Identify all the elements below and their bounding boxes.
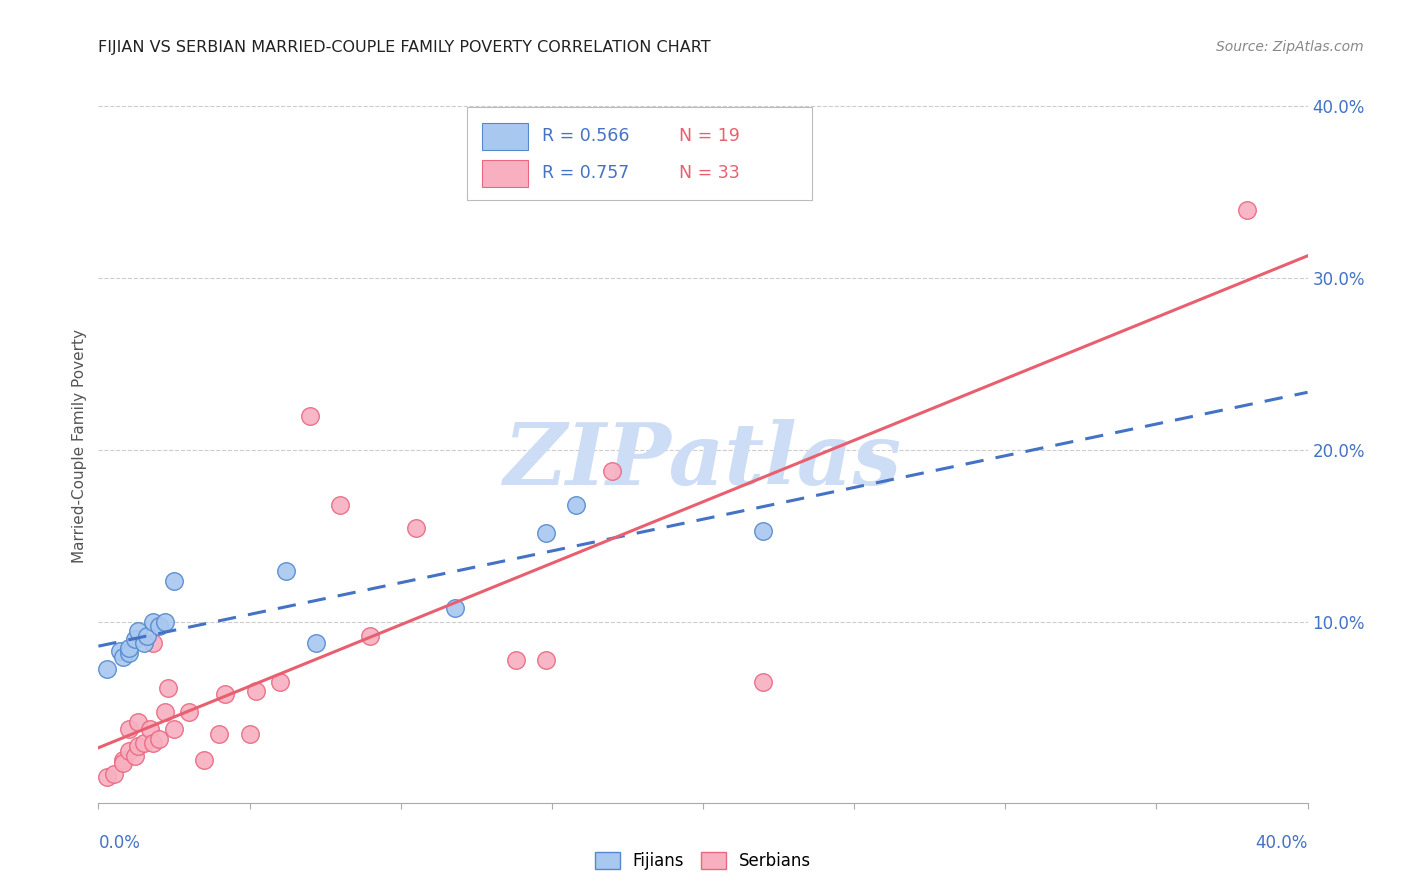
Point bbox=[103, 766, 125, 780]
Point bbox=[1236, 202, 1258, 217]
Point bbox=[127, 624, 149, 638]
Point bbox=[142, 636, 165, 650]
Point bbox=[148, 732, 170, 747]
Point bbox=[269, 675, 291, 690]
Point bbox=[153, 615, 176, 630]
Point bbox=[405, 521, 427, 535]
Point bbox=[111, 649, 134, 664]
Text: FIJIAN VS SERBIAN MARRIED-COUPLE FAMILY POVERTY CORRELATION CHART: FIJIAN VS SERBIAN MARRIED-COUPLE FAMILY … bbox=[98, 40, 711, 55]
Text: N = 19: N = 19 bbox=[679, 127, 740, 145]
Text: 0.0%: 0.0% bbox=[98, 834, 141, 852]
Point bbox=[565, 499, 588, 513]
Point bbox=[208, 727, 231, 741]
Point bbox=[156, 681, 179, 695]
Point bbox=[127, 714, 149, 729]
Text: R = 0.757: R = 0.757 bbox=[543, 164, 630, 182]
Point bbox=[505, 653, 527, 667]
Point bbox=[132, 636, 155, 650]
Point bbox=[132, 736, 155, 750]
Point bbox=[444, 601, 467, 615]
FancyBboxPatch shape bbox=[482, 160, 527, 187]
Point bbox=[329, 499, 352, 513]
Point bbox=[139, 722, 162, 736]
Point bbox=[534, 653, 557, 667]
Point bbox=[118, 722, 141, 736]
Text: Source: ZipAtlas.com: Source: ZipAtlas.com bbox=[1216, 40, 1364, 54]
Point bbox=[602, 464, 624, 478]
Point bbox=[752, 675, 775, 690]
Point bbox=[752, 524, 775, 538]
Point bbox=[118, 646, 141, 660]
FancyBboxPatch shape bbox=[467, 107, 811, 200]
Point bbox=[108, 644, 131, 658]
Text: ZIPatlas: ZIPatlas bbox=[503, 418, 903, 502]
Point bbox=[179, 705, 201, 719]
Point bbox=[142, 615, 165, 630]
Point bbox=[142, 736, 165, 750]
Point bbox=[111, 756, 134, 771]
Text: R = 0.566: R = 0.566 bbox=[543, 127, 630, 145]
Point bbox=[360, 629, 382, 643]
Point bbox=[153, 705, 176, 719]
Point bbox=[193, 753, 215, 767]
Legend: Fijians, Serbians: Fijians, Serbians bbox=[588, 845, 818, 877]
Point bbox=[305, 636, 328, 650]
Point bbox=[124, 749, 146, 764]
Point bbox=[124, 632, 146, 647]
Point bbox=[214, 688, 236, 702]
Point bbox=[118, 641, 141, 656]
Point bbox=[163, 722, 186, 736]
Point bbox=[118, 744, 141, 758]
Text: N = 33: N = 33 bbox=[679, 164, 740, 182]
Point bbox=[111, 753, 134, 767]
Point bbox=[96, 662, 118, 676]
FancyBboxPatch shape bbox=[482, 123, 527, 150]
Point bbox=[148, 618, 170, 632]
Point bbox=[96, 770, 118, 784]
Y-axis label: Married-Couple Family Poverty: Married-Couple Family Poverty bbox=[72, 329, 87, 563]
Text: 40.0%: 40.0% bbox=[1256, 834, 1308, 852]
Point bbox=[239, 727, 262, 741]
Point bbox=[534, 525, 557, 540]
Point bbox=[245, 684, 267, 698]
Point bbox=[274, 564, 297, 578]
Point bbox=[163, 574, 186, 588]
Point bbox=[299, 409, 322, 423]
Point bbox=[127, 739, 149, 753]
Point bbox=[135, 629, 157, 643]
